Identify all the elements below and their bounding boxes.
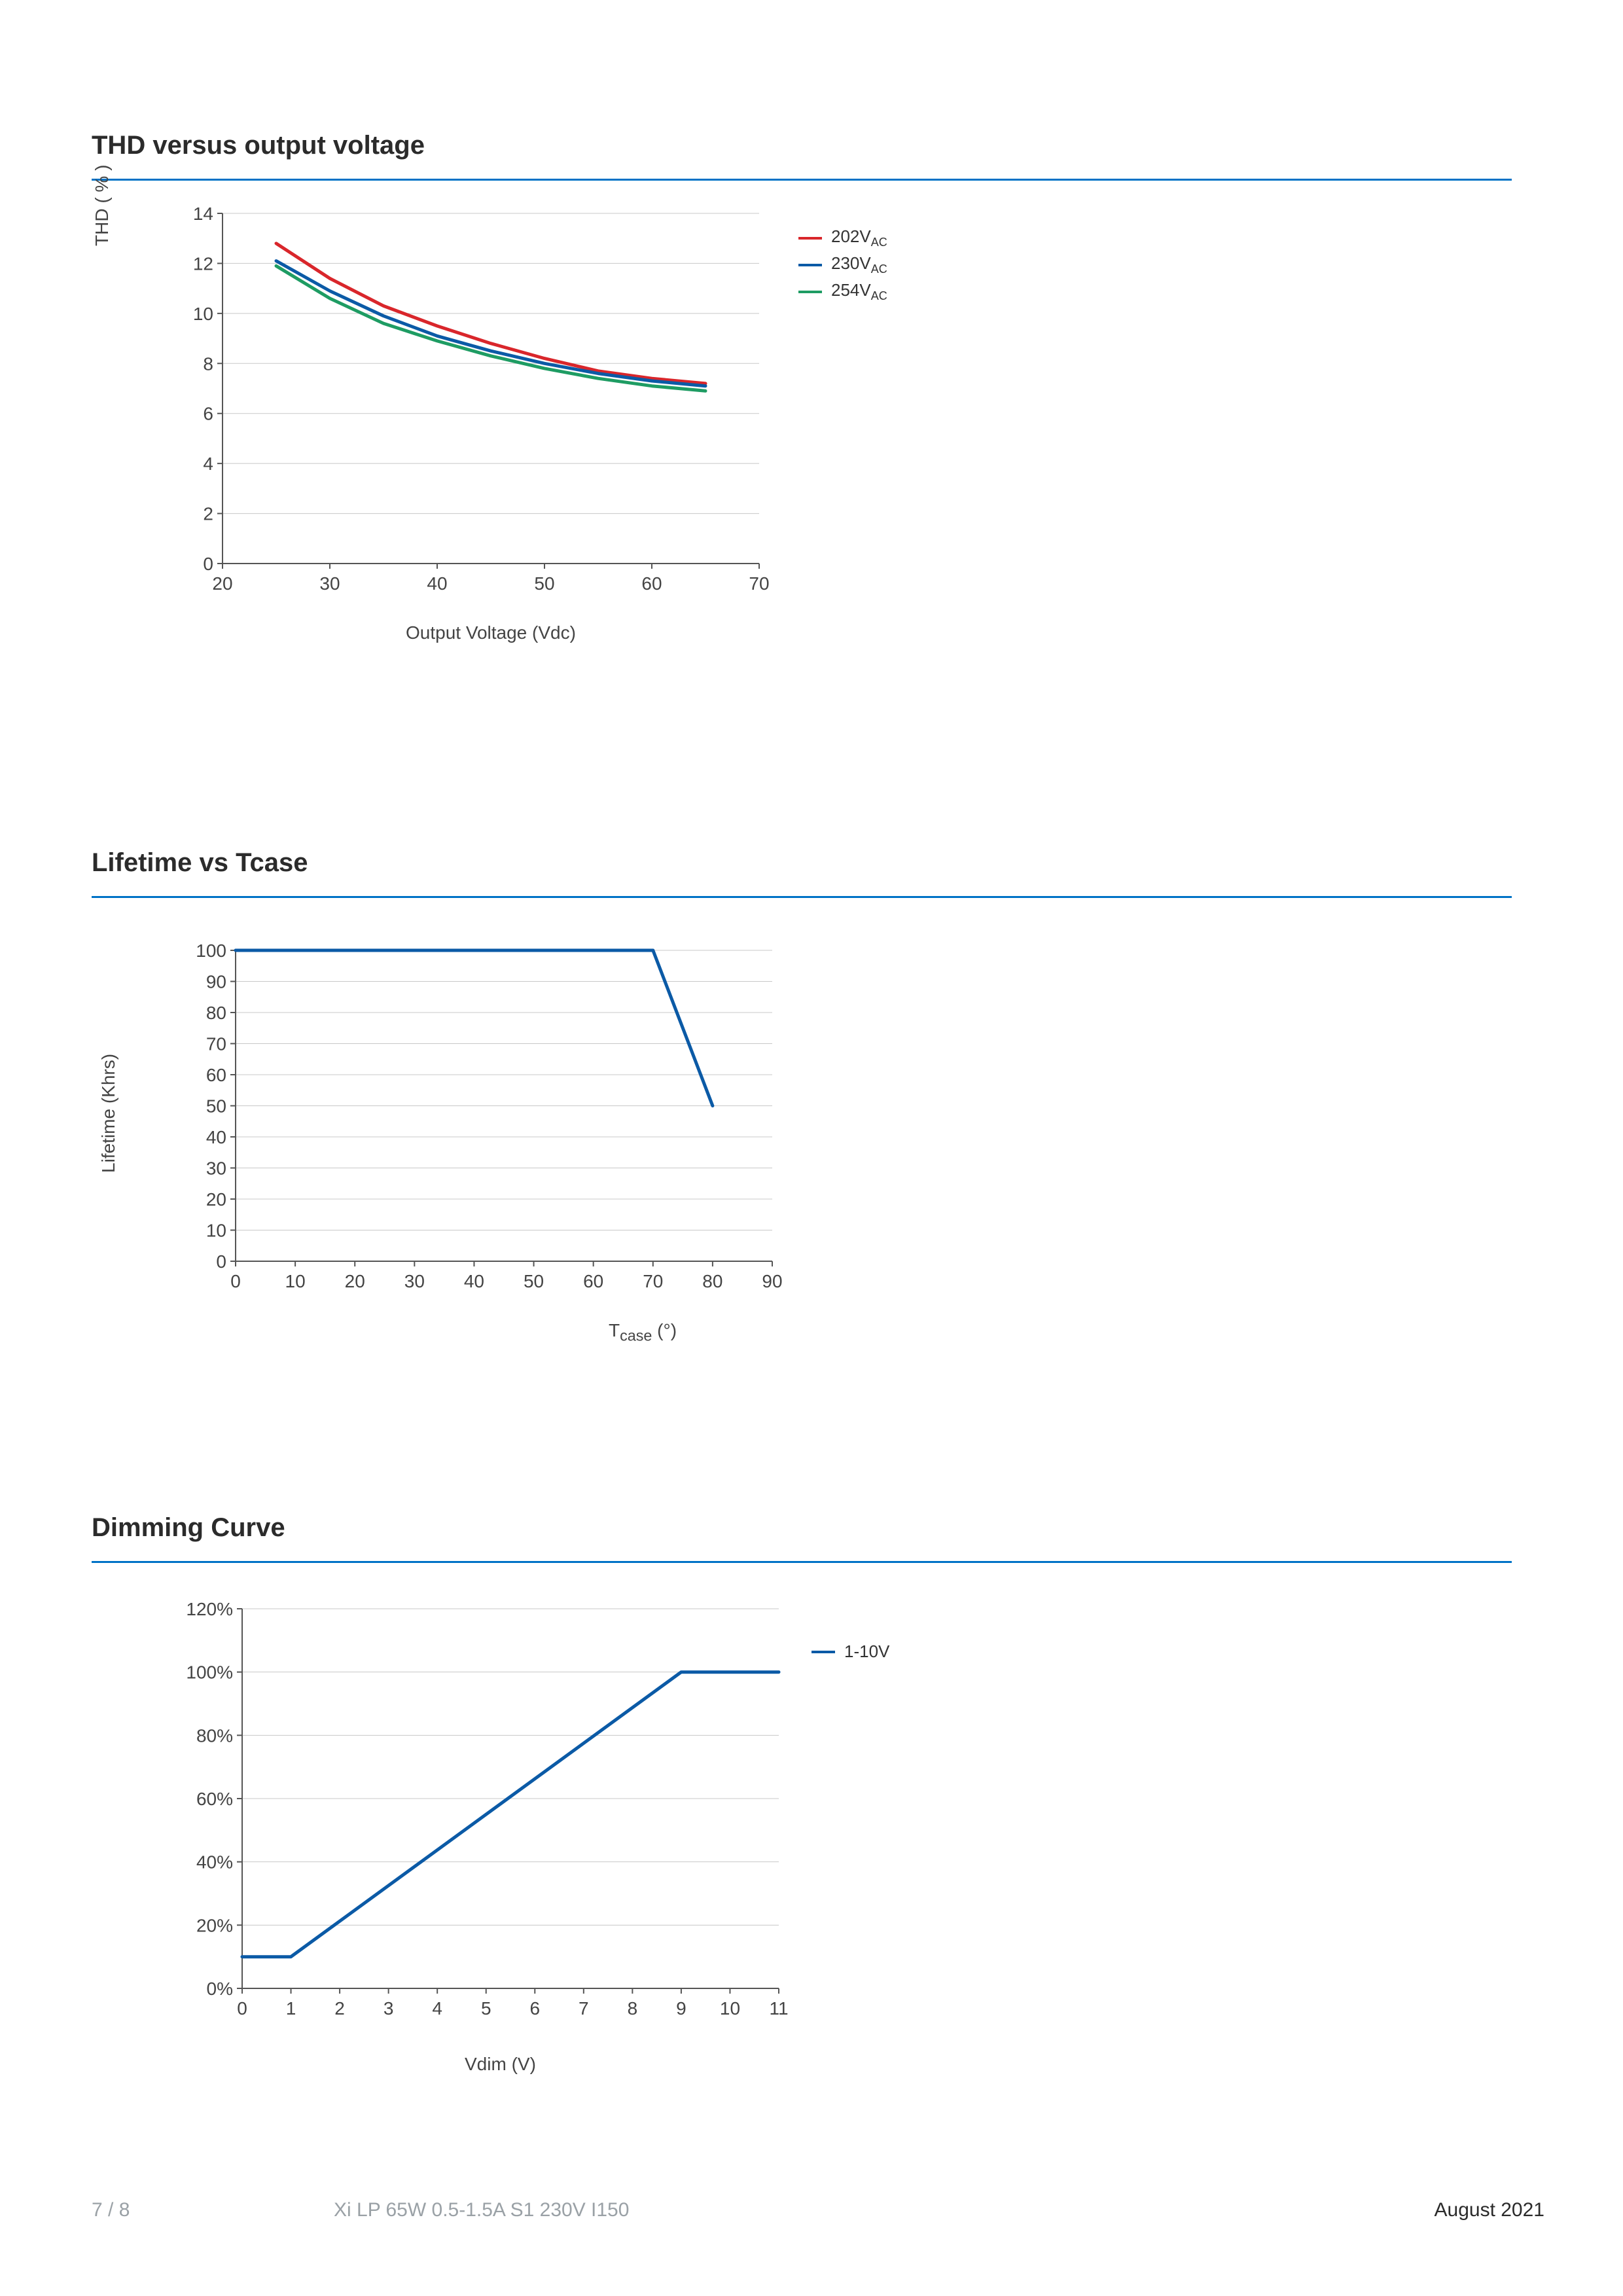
svg-text:10: 10 (193, 304, 213, 324)
svg-text:70: 70 (643, 1271, 663, 1291)
svg-text:2: 2 (203, 504, 213, 524)
svg-text:0%: 0% (207, 1979, 233, 1999)
svg-text:60: 60 (641, 573, 662, 594)
legend-swatch (798, 264, 822, 266)
svg-text:6: 6 (529, 1998, 540, 2018)
svg-text:100%: 100% (186, 1662, 233, 1683)
section-thd: THD versus output voltage THD ( % ) 0 2 4 6… (92, 131, 1531, 685)
svg-text:40: 40 (206, 1127, 226, 1147)
svg-text:80%: 80% (196, 1725, 233, 1746)
svg-text:7: 7 (579, 1998, 589, 2018)
svg-text:4: 4 (203, 454, 213, 474)
svg-text:10: 10 (285, 1271, 306, 1291)
svg-text:2: 2 (334, 1998, 345, 2018)
chart3-legend: 1-10V (812, 1641, 889, 1666)
svg-text:50: 50 (206, 1096, 226, 1117)
svg-text:120%: 120% (186, 1599, 233, 1619)
svg-text:1: 1 (286, 1998, 296, 2018)
svg-text:40: 40 (464, 1271, 484, 1291)
legend-label: 254VAC (831, 280, 887, 303)
svg-text:90: 90 (762, 1271, 782, 1291)
svg-text:20: 20 (212, 573, 232, 594)
chart2-svg: 0 10 20 30 40 50 60 70 80 90 100 0 10 20 30 40 50 60 70 80 9… (151, 937, 805, 1323)
svg-text:70: 70 (206, 1034, 226, 1054)
svg-text:3: 3 (383, 1998, 394, 2018)
svg-text:9: 9 (676, 1998, 687, 2018)
svg-text:30: 30 (319, 573, 340, 594)
chart3-svg: 0% 20% 40% 60% 80% 100% 120% 0 1 2 3 4 5 6 7 8 9 10 11 (151, 1596, 812, 2054)
section-rule-2 (92, 896, 1512, 898)
legend-swatch (798, 237, 822, 240)
legend-item: 1-10V (812, 1641, 889, 1662)
svg-text:50: 50 (524, 1271, 544, 1291)
svg-text:0: 0 (230, 1271, 241, 1291)
svg-text:60: 60 (583, 1271, 603, 1291)
svg-text:60: 60 (206, 1065, 226, 1085)
svg-text:80: 80 (206, 1003, 226, 1023)
svg-text:4: 4 (432, 1998, 442, 2018)
section-title-dimming: Dimming Curve (92, 1513, 1531, 1543)
svg-text:0: 0 (203, 554, 213, 574)
section-lifetime: Lifetime vs Tcase Lifetime (Khrs) 0 10 20 3… (92, 848, 1531, 1382)
footer-product: Xi LP 65W 0.5-1.5A S1 230V I150 (334, 2199, 629, 2221)
svg-text:70: 70 (749, 573, 769, 594)
legend-item: 254VAC (798, 280, 887, 303)
footer-date: August 2021 (1435, 2199, 1544, 2221)
svg-text:90: 90 (206, 972, 226, 992)
svg-text:10: 10 (720, 1998, 740, 2018)
svg-text:20%: 20% (196, 1915, 233, 1935)
svg-text:30: 30 (404, 1271, 425, 1291)
svg-text:50: 50 (534, 573, 554, 594)
svg-text:11: 11 (769, 1998, 788, 2018)
svg-text:5: 5 (481, 1998, 491, 2018)
svg-text:12: 12 (193, 253, 213, 274)
svg-text:40%: 40% (196, 1852, 233, 1873)
svg-text:80: 80 (702, 1271, 722, 1291)
svg-text:0: 0 (216, 1251, 226, 1272)
svg-text:20: 20 (345, 1271, 365, 1291)
svg-text:14: 14 (193, 204, 213, 224)
section-title-lifetime: Lifetime vs Tcase (92, 848, 1531, 878)
svg-text:10: 10 (206, 1221, 226, 1241)
svg-text:100: 100 (196, 941, 226, 961)
legend-label: 202VAC (831, 226, 887, 249)
chart2-xlabel: Tcase (°) (609, 1320, 677, 1345)
svg-text:8: 8 (628, 1998, 638, 2018)
chart1-svg: 0 2 4 6 8 10 12 14 20 30 40 50 60 70 (151, 200, 805, 626)
chart1-ylabel: THD ( % ) (92, 165, 113, 246)
section-dimming: Dimming Curve 0% 20% 40% 60% 80% 100% 120% 0 1 2 3… (92, 1513, 1531, 2100)
section-rule (92, 179, 1512, 181)
page-footer: 7 / 8 Xi LP 65W 0.5-1.5A S1 230V I150 Au… (92, 2199, 1544, 2221)
chart3-xlabel: Vdim (V) (465, 2054, 536, 2075)
legend-item: 230VAC (798, 253, 887, 276)
svg-text:20: 20 (206, 1189, 226, 1210)
footer-page-no: 7 / 8 (92, 2199, 130, 2221)
chart1-xlabel: Output Voltage (Vdc) (406, 622, 576, 643)
legend-label: 230VAC (831, 253, 887, 276)
svg-text:6: 6 (203, 404, 213, 424)
svg-text:40: 40 (427, 573, 447, 594)
legend-label: 1-10V (844, 1641, 889, 1662)
section-rule-3 (92, 1561, 1512, 1563)
svg-text:60%: 60% (196, 1789, 233, 1809)
chart2-ylabel: Lifetime (Khrs) (98, 1054, 119, 1173)
legend-swatch (798, 291, 822, 293)
chart1-legend: 202VAC 230VAC 254VAC (798, 226, 887, 308)
section-title-thd: THD versus output voltage (92, 131, 1531, 160)
svg-text:0: 0 (237, 1998, 247, 2018)
svg-text:30: 30 (206, 1158, 226, 1179)
legend-swatch (812, 1651, 835, 1653)
legend-item: 202VAC (798, 226, 887, 249)
svg-text:8: 8 (203, 353, 213, 374)
